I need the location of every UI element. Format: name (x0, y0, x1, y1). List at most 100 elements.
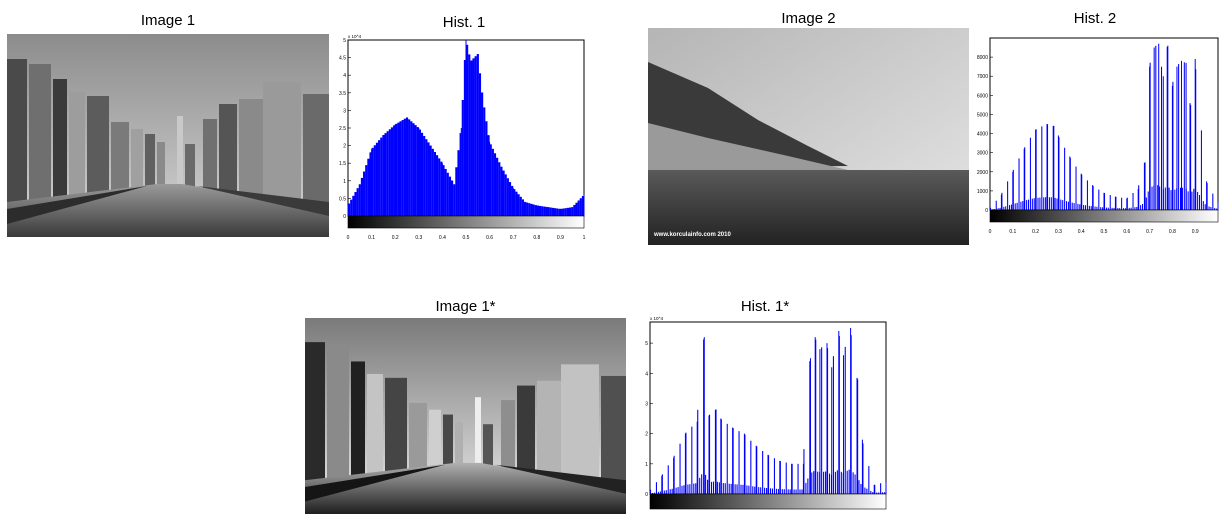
histogram-bar (659, 491, 661, 494)
histogram-bar (575, 202, 578, 216)
histogram-bar (478, 73, 482, 216)
histogram-bar (1075, 166, 1077, 210)
histogram-bar (1056, 198, 1058, 210)
histogram-bar (1155, 45, 1157, 210)
histogram-bar (1159, 186, 1161, 210)
histogram-bar (573, 204, 576, 216)
histogram-bar (373, 145, 376, 216)
histogram-bar (748, 485, 750, 494)
histogram-bar (1012, 169, 1014, 210)
histogram-bar (813, 471, 815, 494)
histogram-bar (779, 461, 781, 494)
x-tick-label: 0.1 (368, 235, 375, 241)
histogram-bar (709, 414, 711, 494)
histogram-bar (1007, 181, 1009, 210)
histogram-bar (1210, 207, 1212, 210)
histogram-bar (777, 488, 779, 494)
histogram-bar (435, 155, 439, 216)
histogram-bar (1010, 204, 1012, 210)
histogram-bar (356, 188, 359, 216)
histogram-bar (1077, 203, 1079, 210)
histogram-bar (827, 348, 829, 494)
histogram-bar (1140, 205, 1142, 210)
histogram-bar (442, 165, 445, 216)
histogram-bar (691, 426, 693, 494)
histogram-bar (1020, 201, 1022, 210)
histogram-bar (685, 432, 687, 494)
histogram-bar (1113, 207, 1115, 210)
histogram-bar (401, 120, 404, 216)
histogram-bar (764, 487, 766, 494)
histogram-bar (775, 488, 777, 494)
histogram-bar (352, 195, 355, 216)
histogram-bar (1067, 201, 1069, 210)
histogram-bar (416, 127, 419, 216)
histogram-bar (440, 161, 443, 216)
histogram-bar (746, 485, 748, 494)
histogram-bar (566, 207, 570, 216)
histogram-bar (801, 489, 803, 494)
y-tick-label: 4000 (977, 132, 988, 138)
histogram-bar (769, 488, 772, 494)
histogram-bar (1107, 207, 1109, 210)
histogram-bar (1143, 162, 1145, 210)
histogram-bar (832, 356, 834, 494)
histogram-bar (386, 131, 389, 216)
histogram-bar (577, 200, 580, 216)
histogram-bar (697, 409, 699, 494)
y-tick-label: 6000 (977, 93, 988, 99)
histogram-bar (564, 208, 567, 216)
histogram-bar (856, 377, 858, 494)
histogram-bar (1174, 189, 1176, 210)
histogram-bar (448, 176, 452, 216)
x-tick-label: 0.9 (1192, 229, 1199, 235)
histogram-bar (1178, 64, 1180, 211)
histogram-bars (347, 40, 585, 217)
x-tick-label: 0.9 (557, 235, 564, 241)
histogram-bar (1083, 204, 1085, 210)
histogram-bar (823, 471, 825, 494)
histogram-bar (671, 488, 673, 494)
histogram-bar (375, 142, 379, 216)
histogram-bar (793, 489, 795, 494)
histogram-bar (807, 478, 809, 494)
histogram-bar (538, 205, 542, 216)
histogram-bar (380, 137, 383, 216)
histogram-bar (850, 335, 852, 494)
histogram-bar (789, 489, 791, 494)
histogram-bar (365, 165, 368, 216)
histogram-bar (797, 463, 799, 494)
histogram-bar (714, 409, 716, 494)
histogram-bar (496, 157, 499, 216)
histogram-bar (1052, 125, 1054, 210)
histogram-bar (395, 123, 398, 216)
y-tick-label: 2 (343, 144, 346, 150)
histogram-bar (1202, 201, 1204, 210)
histogram-bar (703, 339, 705, 494)
histogram-bar (864, 487, 866, 494)
histogram-bar (1119, 208, 1121, 210)
histogram-bar (811, 472, 813, 494)
histogram-bar (1047, 124, 1049, 210)
hist1star-title: Hist. 1* (740, 298, 790, 315)
histogram-bar (1085, 205, 1087, 210)
histogram-bar (1105, 207, 1107, 210)
histogram-bar (740, 484, 742, 494)
histogram-bar (710, 481, 713, 494)
histogram-bar (762, 451, 764, 494)
histogram-bar (545, 206, 548, 216)
histogram-bar (1145, 197, 1147, 210)
histogram-bar (651, 492, 654, 494)
histogram-bar (506, 178, 509, 216)
histogram-bar (742, 484, 744, 494)
histogram-bar (1126, 197, 1128, 210)
y-tick-label: 1.5 (339, 161, 346, 167)
hist2-svg: 0 0.1 0.2 0.3 0.4 0.5 0.6 0.7 0.8 0.9 0 1000 2000 300… (977, 37, 1219, 235)
x-tick-label: 0 (989, 229, 992, 235)
histogram-bar (1117, 208, 1119, 210)
histogram-bar (840, 471, 842, 494)
histogram-bar (679, 443, 681, 494)
histogram-bar (884, 492, 886, 494)
histogram-bar (530, 203, 533, 216)
y-tick-label: 3.5 (339, 91, 346, 97)
